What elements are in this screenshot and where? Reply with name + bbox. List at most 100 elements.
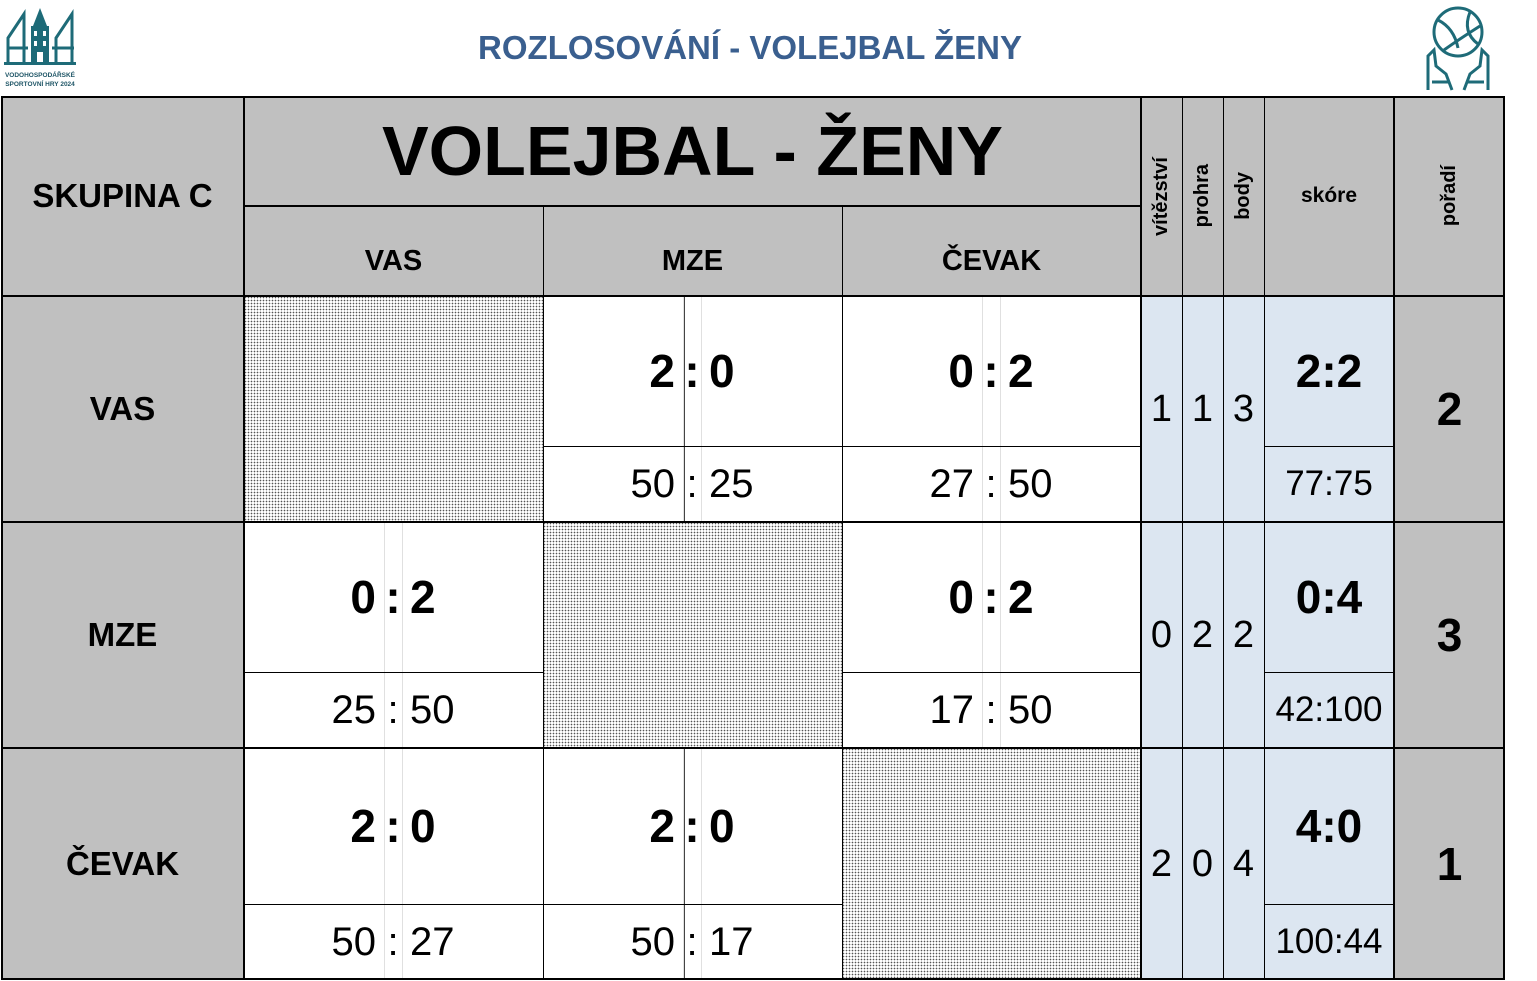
sets-separator: :	[983, 345, 999, 397]
points-away: 27	[410, 919, 455, 964]
points-value: 4	[1223, 748, 1264, 980]
header-wins-label: vítězství	[1150, 156, 1172, 236]
points-home: 17	[929, 687, 975, 732]
sets-home: 0	[948, 571, 974, 623]
sets-away: 0	[410, 800, 436, 852]
rank-value: 3	[1394, 522, 1505, 748]
grid-line	[543, 206, 544, 980]
points-separator: :	[985, 461, 997, 506]
grid-line	[842, 672, 1141, 673]
sets-home: 2	[649, 800, 675, 852]
sets-away: 2	[410, 571, 436, 623]
self-match-cell	[842, 748, 1141, 980]
row-team-mze: MZE	[1, 522, 244, 748]
match-cell: 0 : 2 25 : 50	[244, 522, 543, 748]
sets-away: 2	[1008, 571, 1034, 623]
score-sets: 2:2	[1264, 296, 1394, 446]
grid-line	[1, 96, 3, 980]
points-home: 25	[331, 687, 377, 732]
grid-line	[1, 978, 1505, 980]
points-separator: :	[686, 461, 698, 506]
losses-value: 1	[1182, 296, 1223, 522]
sets-home: 0	[350, 571, 376, 623]
points-value: 2	[1223, 522, 1264, 748]
match-cell: 2 : 0 50 : 27	[244, 748, 543, 980]
column-header-vas: VAS	[244, 206, 543, 296]
row-team-vas: VAS	[1, 296, 244, 522]
points-away: 50	[1008, 461, 1053, 506]
grid-line	[1264, 446, 1394, 447]
grid-line	[1, 96, 1505, 98]
header-points-label: body	[1232, 172, 1254, 220]
self-match-cell	[244, 296, 543, 522]
sets-separator: :	[684, 345, 700, 397]
points-separator: :	[387, 687, 399, 732]
self-match-cell	[543, 522, 842, 748]
score-sets: 0:4	[1264, 522, 1394, 672]
grid-line	[683, 748, 684, 980]
grid-line	[684, 748, 685, 980]
grid-line	[1393, 96, 1395, 980]
rank-value: 2	[1394, 296, 1505, 522]
points-away: 25	[709, 461, 754, 506]
sets-home: 2	[649, 345, 675, 397]
sets-separator: :	[385, 800, 401, 852]
points-separator: :	[985, 687, 997, 732]
grid-line	[244, 205, 1141, 207]
grid-line	[1264, 672, 1394, 673]
points-home: 50	[630, 461, 676, 506]
column-header-mze: MZE	[543, 206, 842, 296]
page-header: VODOHOSPODÁŘSKÉ SPORTOVNÍ HRY 2024 ROZLO…	[0, 0, 1537, 96]
losses-value: 0	[1182, 748, 1223, 980]
grid-line	[384, 522, 385, 980]
sets-separator: :	[385, 571, 401, 623]
grid-line	[1264, 904, 1394, 905]
points-separator: :	[387, 919, 399, 964]
sets-separator: :	[684, 800, 700, 852]
grid-line	[1264, 96, 1265, 980]
points-away: 50	[1008, 687, 1053, 732]
match-cell: 0 : 2 27 : 50	[842, 296, 1141, 522]
volleyball-hands-icon	[1424, 4, 1492, 92]
grid-line	[1140, 96, 1142, 980]
row-team-cevak: ČEVAK	[1, 748, 244, 980]
points-separator: :	[686, 919, 698, 964]
score-sets: 4:0	[1264, 748, 1394, 904]
grid-line	[1, 747, 1505, 749]
points-value: 3	[1223, 296, 1264, 522]
sets-away: 0	[709, 345, 735, 397]
header-losses-label: prohra	[1191, 164, 1213, 228]
grid-line	[244, 672, 543, 673]
points-home: 27	[929, 461, 975, 506]
sets-separator: :	[983, 571, 999, 623]
header-rank-label: pořadí	[1438, 165, 1460, 227]
header-wins: vítězství	[1141, 96, 1182, 296]
score-points: 100:44	[1264, 904, 1394, 980]
grid-line	[1182, 96, 1183, 980]
wins-value: 0	[1141, 522, 1182, 748]
points-away: 50	[410, 687, 455, 732]
grid-line	[701, 296, 702, 522]
match-cell: 0 : 2 17 : 50	[842, 522, 1141, 748]
main-title: VOLEJBAL - ŽENY	[244, 96, 1141, 206]
logo-caption-line2: SPORTOVNÍ HRY 2024	[5, 81, 75, 88]
losses-value: 2	[1182, 522, 1223, 748]
match-cell: 2 : 0 50 : 25	[543, 296, 842, 522]
score-points: 42:100	[1264, 672, 1394, 748]
points-home: 50	[630, 919, 676, 964]
wins-value: 2	[1141, 748, 1182, 980]
points-away: 17	[709, 919, 754, 964]
score-points: 77:75	[1264, 446, 1394, 522]
grid-line	[842, 206, 843, 980]
header-score: skóre	[1264, 96, 1394, 296]
header-rank: pořadí	[1394, 96, 1505, 296]
sets-away: 0	[709, 800, 735, 852]
match-cell: 2 : 0 50 : 17	[543, 748, 842, 980]
grid-line	[1223, 96, 1224, 980]
results-table: SKUPINA C VOLEJBAL - ŽENY VAS MZE ČEVAK …	[1, 96, 1505, 980]
sets-home: 2	[350, 800, 376, 852]
grid-line	[1, 521, 1505, 523]
grid-line	[402, 522, 403, 980]
header-points: body	[1223, 96, 1264, 296]
column-header-cevak: ČEVAK	[842, 206, 1141, 296]
